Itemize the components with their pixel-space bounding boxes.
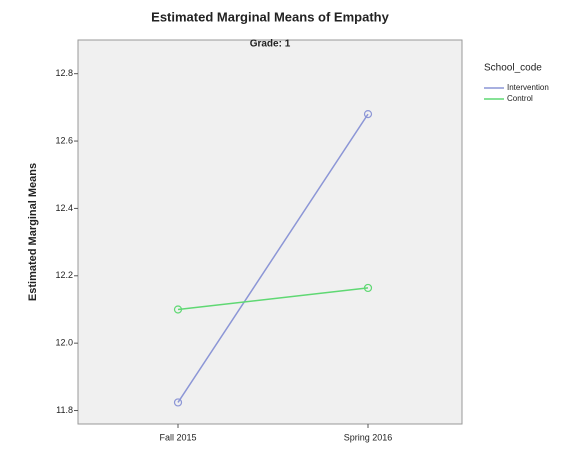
y-axis-label: Estimated Marginal Means — [27, 163, 39, 301]
chart-title: Estimated Marginal Means of Empathy — [151, 9, 389, 24]
legend-title: School_code — [484, 63, 542, 74]
point-marker — [363, 110, 373, 119]
y-tick-label: 12.2 — [55, 270, 73, 280]
point-marker — [173, 305, 183, 314]
chart-subtitle: Grade: 1 — [250, 39, 291, 50]
legend-label: Control — [507, 94, 533, 103]
x-tick-label: Fall 2015 — [159, 432, 196, 442]
series-line — [177, 287, 369, 311]
y-tick-label: 12.8 — [55, 68, 73, 78]
plot-area — [77, 39, 463, 425]
y-tick-label: 11.8 — [56, 405, 73, 415]
y-tick-label: 12.6 — [55, 135, 73, 145]
point-marker — [173, 398, 183, 407]
legend-label: Intervention — [507, 83, 549, 92]
series-line — [177, 113, 369, 403]
y-tick-label: 12.0 — [55, 338, 73, 348]
x-tick-label: Spring 2016 — [344, 432, 393, 442]
y-tick-label: 12.4 — [55, 203, 73, 213]
point-marker — [363, 283, 373, 293]
